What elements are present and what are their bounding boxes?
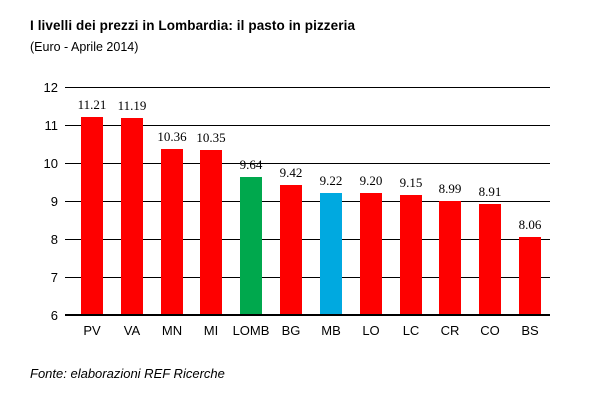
bar-value-label-LO: 9.20 [359, 173, 383, 188]
gridline-y-8 [65, 239, 550, 240]
x-axis-label-BS: BS [521, 323, 539, 338]
y-axis-tick-label: 7 [50, 270, 58, 285]
bar-value-label-VA: 11.19 [117, 98, 147, 113]
y-axis-tick-label: 12 [43, 80, 58, 95]
bar-value-label-PV: 11.21 [77, 97, 107, 112]
bar-value-label-BG: 9.42 [279, 165, 303, 180]
y-axis-tick-label: 6 [50, 308, 58, 323]
chart-title: I livelli dei prezzi in Lombardia: il pa… [30, 18, 356, 33]
gridline-y-9 [65, 201, 550, 202]
x-axis-label-CR: CR [440, 323, 460, 338]
source-note: Fonte: elaborazioni REF Ricerche [30, 366, 225, 381]
bar-LC [400, 195, 422, 314]
bar-MI [200, 150, 222, 314]
chart-subtitle: (Euro - Aprile 2014) [30, 40, 139, 54]
gridline-y-11 [65, 125, 550, 126]
bar-value-label-CR: 8.99 [438, 181, 462, 196]
bar-CR [439, 201, 461, 314]
x-axis-label-CO: CO [480, 323, 500, 338]
gridline-y-12 [65, 87, 550, 88]
x-axis-label-BG: BG [281, 323, 301, 338]
y-axis-tick-label: 10 [43, 156, 58, 171]
gridline-y-10 [65, 163, 550, 164]
bar-LO [360, 193, 382, 314]
bar-CO [479, 204, 501, 314]
x-axis-label-LO: LO [362, 323, 380, 338]
y-axis-tick-label: 11 [44, 118, 59, 133]
bar-value-label-LOMB: 9.64 [239, 157, 263, 172]
x-axis-label-MN: MN [161, 323, 183, 338]
bar-BS [519, 237, 541, 314]
gridline-y-6 [65, 314, 550, 316]
bar-value-label-LC: 9.15 [399, 175, 423, 190]
x-axis-label-LOMB: LOMB [232, 323, 270, 338]
y-axis-tick-label: 8 [50, 232, 58, 247]
x-axis-label-VA: VA [123, 323, 141, 338]
bar-value-label-CO: 8.91 [478, 184, 502, 199]
x-axis-label-PV: PV [83, 323, 101, 338]
bar-value-label-MN: 10.36 [157, 129, 187, 144]
bar-value-label-MB: 9.22 [319, 173, 343, 188]
bar-BG [280, 185, 302, 314]
bar-MB [320, 193, 342, 314]
x-axis-label-MI: MI [203, 323, 219, 338]
bar-PV [81, 117, 103, 314]
bar-LOMB [240, 177, 262, 314]
y-axis-tick-label: 9 [50, 194, 58, 209]
gridline-y-7 [65, 277, 550, 278]
bar-MN [161, 149, 183, 314]
bar-value-label-BS: 8.06 [518, 217, 542, 232]
x-axis-label-LC: LC [402, 323, 420, 338]
bar-value-label-MI: 10.35 [196, 130, 226, 145]
x-axis-label-MB: MB [321, 323, 341, 338]
bar-VA [121, 118, 143, 314]
